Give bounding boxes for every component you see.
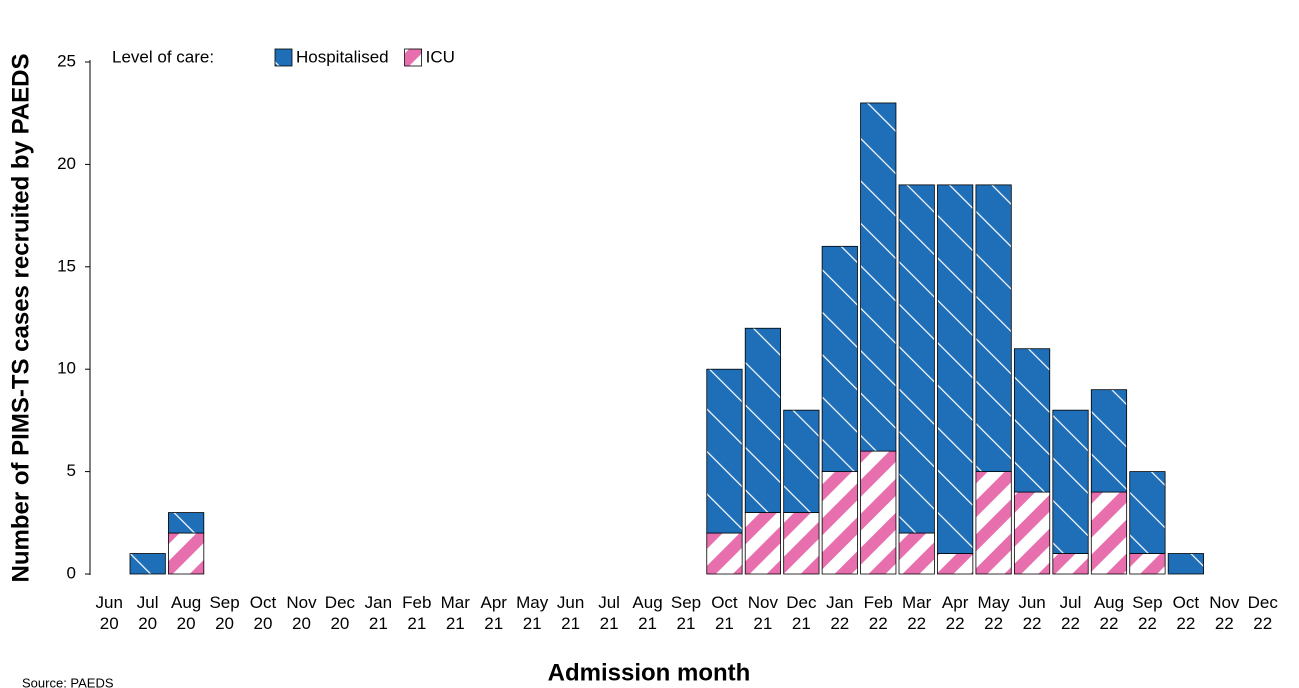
bar-segment — [1052, 409, 1089, 554]
x-tick-label: Feb 22 — [863, 593, 893, 633]
legend-label: Hospitalised — [296, 47, 389, 66]
bar-segment — [129, 553, 166, 575]
y-tick-label: 0 — [67, 563, 76, 582]
x-tick-label: Jun 22 — [1018, 593, 1046, 633]
x-tick-label: Nov 21 — [747, 593, 778, 633]
source-note: Source: PAEDS — [22, 675, 114, 688]
x-tick-label: Sep 22 — [1132, 593, 1163, 633]
legend-label: ICU — [426, 47, 455, 66]
bar-segment — [706, 532, 743, 575]
x-tick-label: Jun 21 — [556, 593, 585, 633]
x-tick-label: Jan 21 — [364, 593, 393, 633]
x-tick-label: Nov 22 — [1209, 593, 1240, 633]
x-tick-label: May 21 — [516, 593, 549, 633]
bar-segment — [821, 471, 858, 575]
bar-segment — [860, 102, 897, 452]
x-tick-label: Feb 21 — [402, 593, 432, 633]
x-tick-label: May 22 — [977, 593, 1010, 633]
x-tick-label: Jul 20 — [136, 593, 159, 633]
y-axis-title: Number of PIMS-TS cases recruited by PAE… — [7, 53, 34, 582]
bar-segment — [937, 553, 974, 575]
bar-segment — [860, 450, 897, 575]
legend-title: Level of care: — [112, 47, 214, 66]
x-tick-label: Apr 21 — [480, 593, 507, 633]
legend-swatch — [404, 48, 423, 67]
bar-segment — [937, 184, 974, 554]
x-tick-label: Dec 21 — [786, 593, 817, 633]
x-tick-label: Aug 22 — [1093, 593, 1125, 633]
x-tick-label: Mar 21 — [440, 593, 470, 633]
bar-segment — [744, 512, 781, 575]
x-tick-label: Oct 22 — [1172, 593, 1200, 633]
x-tick-label: Aug 20 — [170, 593, 202, 633]
bar-segment — [821, 245, 858, 473]
x-tick-label: Nov 20 — [286, 593, 317, 633]
x-axis-title: Admission month — [548, 659, 751, 686]
bar-segment — [783, 409, 820, 513]
bar-segment — [1052, 553, 1089, 575]
bar-segment — [1167, 553, 1204, 575]
bar-segment — [1129, 553, 1166, 575]
legend-swatch — [274, 48, 293, 67]
bar-segment — [1129, 471, 1166, 554]
bar-segment — [706, 368, 743, 534]
x-tick-label: Apr 22 — [941, 593, 969, 633]
x-tick-label: Jun 20 — [95, 593, 123, 633]
x-tick-label: Jan 22 — [826, 593, 854, 633]
bar-segment — [168, 512, 205, 534]
x-tick-label: Sep 20 — [209, 593, 240, 633]
bar-segment — [975, 471, 1012, 575]
x-tick-label: Mar 22 — [902, 593, 932, 633]
bar-segment — [898, 184, 935, 534]
y-tick-label: 15 — [57, 256, 76, 275]
y-tick-label: 20 — [57, 154, 76, 173]
x-tick-label: Oct 20 — [249, 593, 277, 633]
bar-segment — [1090, 389, 1128, 493]
x-tick-label: Dec 20 — [324, 593, 356, 633]
bar-segment — [168, 532, 205, 575]
bar-segment — [1013, 491, 1051, 575]
x-tick-label: Jul 22 — [1059, 593, 1082, 633]
x-tick-label: Jul 21 — [598, 593, 620, 633]
y-tick-label: 25 — [57, 51, 76, 70]
bar-segment — [1090, 491, 1128, 575]
y-tick-label: 5 — [67, 461, 76, 480]
bar-segment — [1013, 348, 1051, 493]
bar-segment — [783, 512, 820, 575]
x-tick-label: Dec 22 — [1247, 593, 1278, 633]
bar-segment — [744, 327, 781, 513]
bar-segment — [898, 532, 935, 575]
x-tick-label: Sep 21 — [670, 593, 702, 633]
bar-segment — [975, 184, 1012, 473]
x-tick-label: Oct 21 — [711, 593, 738, 633]
x-tick-label: Aug 21 — [632, 593, 663, 633]
y-tick-label: 10 — [57, 359, 76, 378]
